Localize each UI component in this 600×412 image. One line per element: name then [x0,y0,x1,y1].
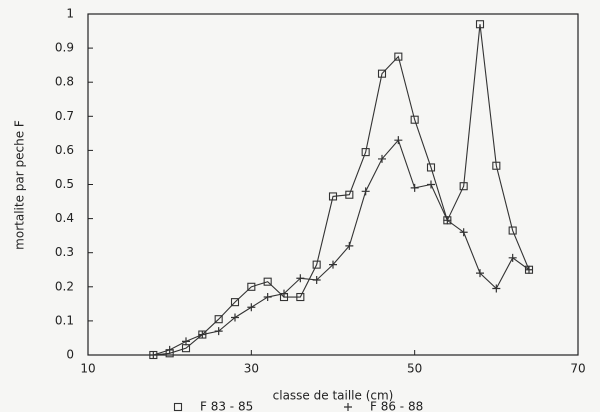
plus-marker [525,265,533,274]
series-line [153,139,530,356]
square-marker [263,277,272,286]
plus-marker [263,293,272,302]
square-marker [394,52,403,61]
plus-marker [394,136,403,145]
legend-label: F 83 - 85 [200,400,253,412]
plus-marker [508,253,517,262]
y-axis-label: mortalite par peche F [13,120,27,250]
y-tick-label: 0.4 [55,211,74,225]
x-tick-label: 30 [244,362,259,376]
plus-marker [361,187,370,196]
plus-marker [231,313,239,322]
plus-marker [149,351,158,359]
y-tick-label: 0.9 [55,41,74,55]
square-marker [508,226,517,235]
plus-marker [247,303,256,312]
x-axis-label: classe de taille (cm) [273,389,394,403]
y-tick-label: 0 [66,348,74,362]
square-marker [426,163,436,172]
plus-marker [410,183,419,192]
plus-marker [198,330,207,339]
plus-marker [312,275,321,284]
plus-marker [443,216,452,225]
square-marker [459,182,468,191]
plus-marker [296,274,305,283]
plus-marker [329,260,337,269]
y-tick-label: 1 [66,7,74,21]
y-tick-label: 0.8 [55,75,74,89]
square-marker [475,20,485,29]
square-marker [410,115,419,124]
square-marker [247,282,256,291]
plus-marker [214,327,223,336]
plus-marker [345,241,354,250]
plus-marker [492,284,501,293]
square-marker [345,190,354,199]
plot-frame [87,13,579,356]
y-tick-label: 0.2 [55,279,74,293]
square-marker [296,292,305,302]
square-marker [230,298,240,307]
plus-marker [165,345,174,354]
square-marker [377,69,387,78]
plus-marker [459,228,468,237]
plus-marker [427,180,435,189]
plus-marker [344,403,352,411]
square-marker [173,402,183,412]
x-tick-label: 70 [570,362,585,376]
x-tick-label: 50 [407,362,422,376]
square-marker [361,148,370,157]
square-marker [328,192,338,201]
square-marker [214,315,223,324]
plus-marker [476,269,484,278]
plus-marker [280,289,288,298]
x-tick-label: 10 [80,362,95,376]
y-tick-label: 0.1 [55,313,74,327]
square-marker [312,260,321,269]
series-line [153,24,530,356]
legend-label: F 86 - 88 [370,400,423,412]
y-tick-label: 0.3 [55,245,74,259]
y-tick-label: 0.6 [55,143,74,157]
plus-marker [378,154,386,163]
square-marker [492,161,501,170]
y-tick-label: 0.7 [55,109,74,123]
y-tick-label: 0.5 [55,177,74,191]
plus-marker [182,337,190,346]
